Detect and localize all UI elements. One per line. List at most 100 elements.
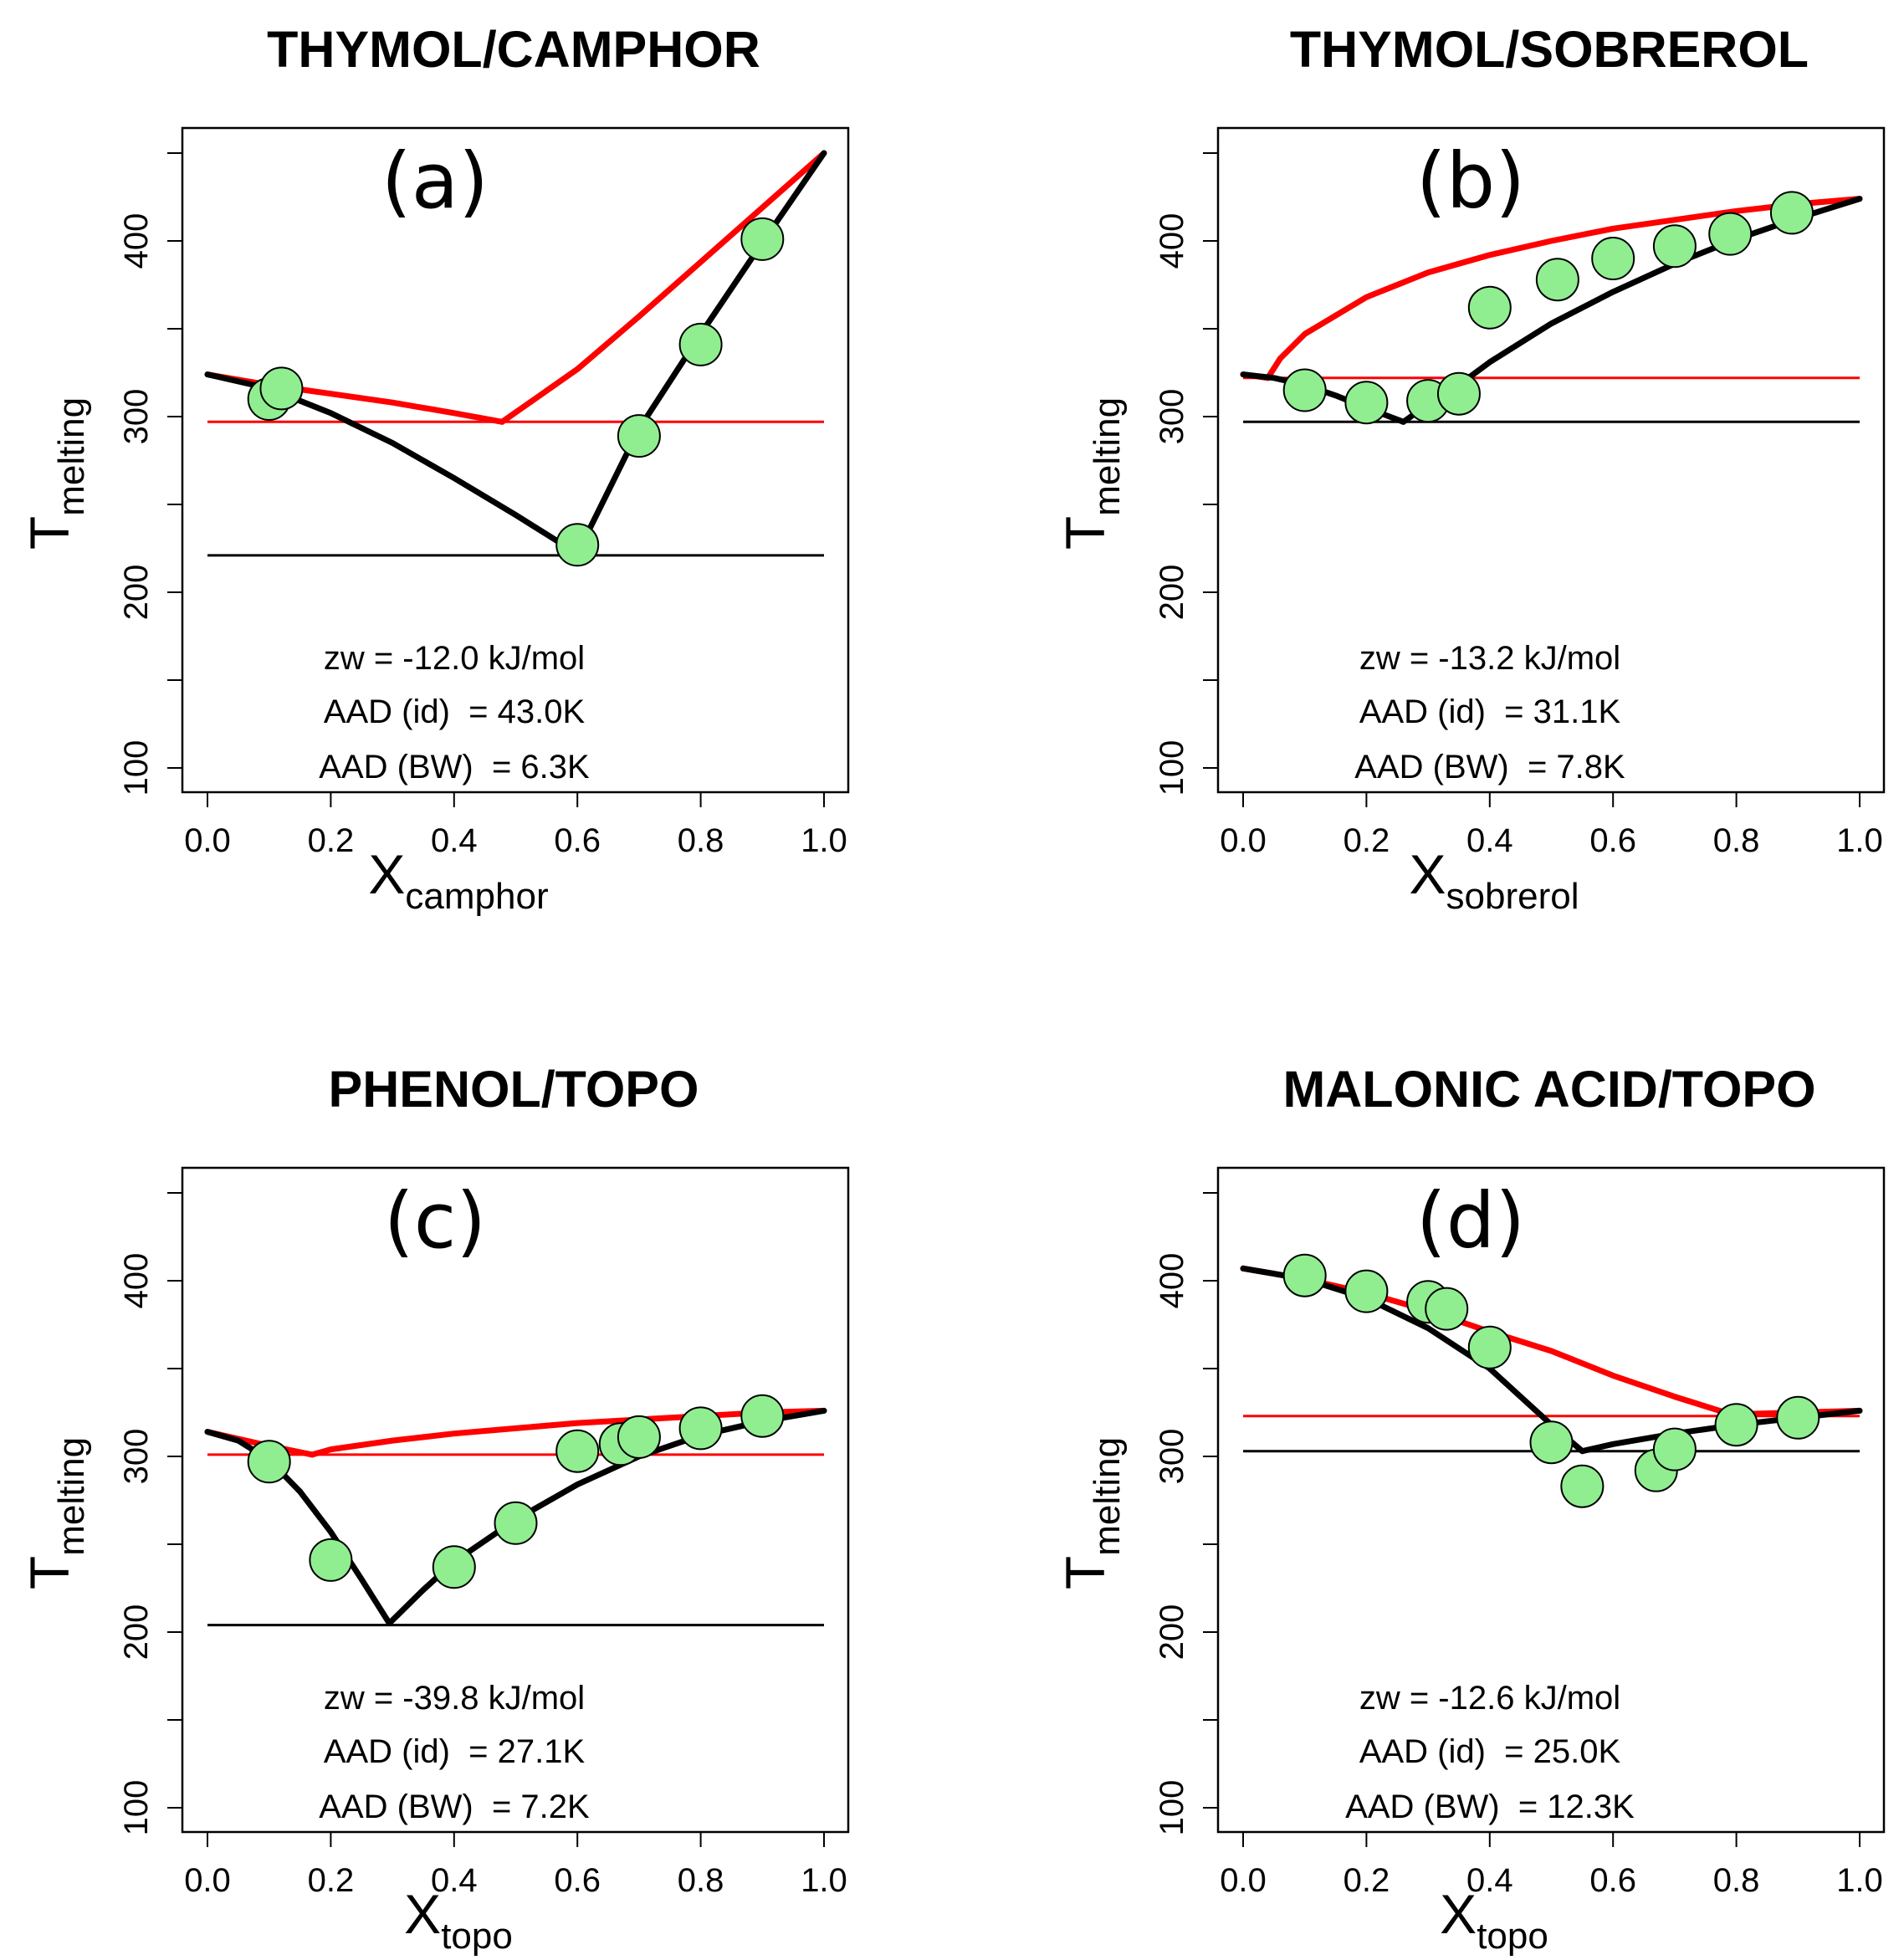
ideal-liquidus-line <box>309 1407 827 1458</box>
x-axis-label: Xtopo <box>1440 1883 1548 1957</box>
panel-b: THYMOL/SOBREROL 0.0 0.2 0.4 0.6 0.8 1.0 100 200… <box>1054 21 1886 917</box>
x-tick-label: 0.4 <box>431 1862 478 1899</box>
data-point <box>678 1406 723 1451</box>
chart-title: MALONIC ACID/TOPO <box>1282 1061 1815 1118</box>
x-tick-label: 0.6 <box>554 822 601 859</box>
data-point <box>309 1538 353 1582</box>
data-point <box>1560 1464 1605 1508</box>
x-tick-label: 0.2 <box>308 1862 355 1899</box>
y-tick-label: 400 <box>1154 213 1190 269</box>
data-point <box>678 322 723 366</box>
y-tick-label: 100 <box>1154 1780 1190 1836</box>
y-tick-label: 300 <box>118 1429 155 1485</box>
x-tick-label: 0.6 <box>1589 822 1636 859</box>
x-axis-label: Xsobrerol <box>1410 843 1579 917</box>
x-axis-label: Xtopo <box>404 1883 513 1957</box>
chart-title: THYMOL/SOBREROL <box>1290 21 1809 78</box>
y-axis-label: Tmelting <box>18 1437 92 1589</box>
x-tick-label: 0.0 <box>1220 822 1267 859</box>
data-point <box>617 414 661 458</box>
data-point <box>1425 1287 1469 1331</box>
x-tick-label: 1.0 <box>1836 822 1883 859</box>
annotation-text: AAD (BW) = 7.8K <box>1354 749 1625 786</box>
x-tick-label: 0.2 <box>1344 1862 1390 1899</box>
data-point <box>247 1440 291 1484</box>
x-tick-label: 0.8 <box>678 1862 724 1899</box>
data-point <box>555 1429 600 1473</box>
annotation-text: AAD (id) = 31.1K <box>1359 693 1621 730</box>
y-tick-label: 100 <box>1154 740 1190 796</box>
x-tick-label: 0.0 <box>184 822 231 859</box>
x-axis-label: Xcamphor <box>368 843 548 917</box>
y-tick-label: 400 <box>118 1253 155 1309</box>
x-tick-label: 0.0 <box>1220 1862 1267 1899</box>
x-tick-label: 0.2 <box>308 822 355 859</box>
panel-label: (d) <box>1416 1176 1525 1266</box>
y-tick-label: 300 <box>118 389 155 445</box>
annotation-text: zw = -39.8 kJ/mol <box>324 1680 585 1717</box>
ideal-liquidus-line <box>1265 196 1863 381</box>
data-point <box>1282 1253 1327 1297</box>
y-tick-label: 300 <box>1154 1429 1190 1485</box>
plot-frame <box>1216 1166 1886 1834</box>
annotation-text: AAD (id) = 25.0K <box>1359 1733 1621 1770</box>
x-tick-label: 0.6 <box>1589 1862 1636 1899</box>
data-point <box>1591 237 1635 280</box>
data-point <box>555 523 600 567</box>
annotation-text: zw = -12.6 kJ/mol <box>1359 1680 1620 1717</box>
ideal-liquidus-line <box>499 150 827 425</box>
y-tick-label: 200 <box>118 565 155 621</box>
data-point <box>1344 1269 1389 1313</box>
data-point <box>1708 212 1753 256</box>
y-axis-label: Tmelting <box>18 397 92 550</box>
data-point <box>1714 1403 1758 1447</box>
x-tick-label: 0.4 <box>1466 1862 1513 1899</box>
model-liquidus-line <box>386 1407 827 1626</box>
x-tick-label: 1.0 <box>1836 1862 1883 1899</box>
y-axis-label: Tmelting <box>1054 1437 1128 1589</box>
plot-frame <box>1216 126 1886 794</box>
panel-a: THYMOL/CAMPHOR 0.0 0.2 0.4 0.6 0.8 1.0 100 200 3… <box>18 21 850 917</box>
data-point <box>740 217 785 261</box>
chart-title: PHENOL/TOPO <box>329 1061 699 1118</box>
data-point <box>1344 381 1389 425</box>
panel-c: PHENOL/TOPO 0.0 0.2 0.4 0.6 0.8 1.0 100 200 300 4… <box>18 1061 850 1957</box>
data-point <box>1776 1395 1820 1440</box>
chart-title: THYMOL/CAMPHOR <box>267 21 760 78</box>
data-point <box>1436 371 1481 416</box>
y-tick-label: 200 <box>118 1604 155 1661</box>
panel-label: (c) <box>384 1176 486 1266</box>
x-tick-label: 0.0 <box>184 1862 231 1899</box>
x-tick-label: 0.8 <box>1713 1862 1760 1899</box>
plot-frame <box>181 1166 850 1834</box>
data-point <box>432 1545 476 1589</box>
data-point <box>1282 368 1327 412</box>
model-liquidus-line <box>204 1429 392 1626</box>
data-point <box>1652 224 1697 269</box>
data-point <box>617 1415 661 1459</box>
y-tick-label: 400 <box>118 213 155 269</box>
annotation-text: AAD (BW) = 12.3K <box>1345 1789 1635 1825</box>
y-tick-label: 200 <box>1154 565 1190 621</box>
data-point <box>1529 1420 1574 1465</box>
data-point <box>259 366 304 411</box>
annotation-text: AAD (BW) = 7.2K <box>319 1789 590 1825</box>
annotation-text: zw = -12.0 kJ/mol <box>324 640 585 677</box>
x-tick-label: 0.6 <box>554 1862 601 1899</box>
y-tick-label: 400 <box>1154 1253 1190 1309</box>
y-tick-label: 100 <box>118 1780 155 1836</box>
x-tick-label: 0.8 <box>678 822 724 859</box>
x-tick-label: 1.0 <box>801 822 847 859</box>
panel-d: MALONIC ACID/TOPO 0.0 0.2 0.4 0.6 0.8 1.0 100 2… <box>1054 1061 1886 1957</box>
annotation-text: zw = -13.2 kJ/mol <box>1359 640 1620 677</box>
x-tick-label: 0.4 <box>431 822 478 859</box>
x-tick-label: 0.8 <box>1713 822 1760 859</box>
data-point <box>494 1501 538 1545</box>
data-point <box>1769 191 1814 235</box>
y-tick-label: 300 <box>1154 389 1190 445</box>
data-point <box>740 1394 785 1438</box>
annotation-text: AAD (id) = 27.1K <box>324 1733 586 1770</box>
x-tick-label: 0.2 <box>1344 822 1390 859</box>
y-tick-label: 200 <box>1154 1604 1190 1661</box>
